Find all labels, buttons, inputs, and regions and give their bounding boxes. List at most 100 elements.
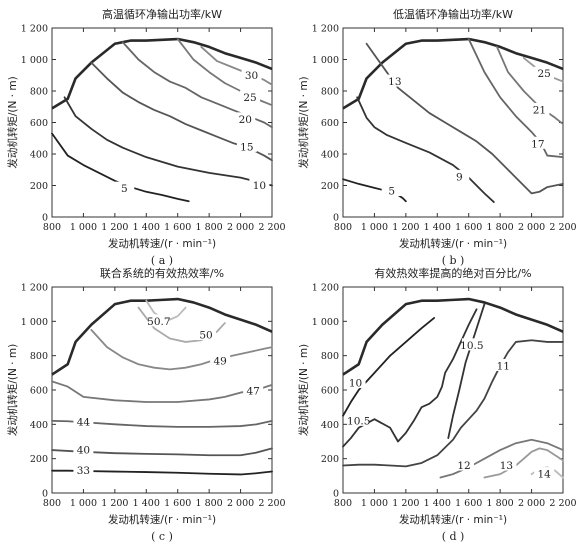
contour-label: 20 [239,114,252,126]
contour-line-21 [496,46,564,125]
x-tick-label: 1 200 [392,222,419,233]
x-tick-label: 1 000 [70,498,97,509]
y-tick-label: 800 [30,351,48,362]
y-tick-label: 600 [30,118,48,129]
contour-label: 15 [240,141,253,153]
contour-label: 30 [245,70,258,82]
contour-label: 50 [199,330,212,342]
contour-line-13 [365,42,564,195]
max-torque-boundary [342,37,564,110]
contour-label-bg [384,74,405,87]
contour-label-bg [73,463,94,476]
panel-2: 800 1 000 1 200 1 400 1 600 1 800 2 000 2 200 0 2… [297,7,577,267]
contour-label-bg [236,139,257,152]
y-tick-label: 600 [321,386,339,397]
y-tick-label: 800 [321,87,339,98]
contour-label: 25 [537,68,550,80]
y-tick-label: 1 200 [21,283,48,294]
y-tick-label: 600 [321,118,339,129]
contour-label: 14 [537,469,551,481]
contour-label: 5 [121,183,128,195]
y-tick-label: 400 [30,420,48,431]
contour-label-bg [235,112,256,125]
x-tick-label: 1 200 [101,222,128,233]
y-axis-label: 发动机转矩/(N · m) [6,344,19,436]
contour-label: 33 [77,465,90,477]
contour-line-49 [90,329,273,371]
y-tick-label: 0 [333,489,339,500]
contour-label-bg [534,66,555,79]
contour-label: 13 [388,76,401,88]
contour-label-bg [461,338,482,351]
contour-label: 47 [246,385,259,397]
y-tick-label: 1 000 [312,317,339,328]
x-tick-label: 1 800 [487,498,514,509]
contour-label: 11 [497,360,510,372]
contour-line-9 [356,96,495,203]
y-tick-label: 200 [321,454,339,465]
x-tick-label: 2 000 [518,498,545,509]
contour-line-50 [137,306,226,343]
x-tick-label: 800 [43,222,61,233]
contour-label-bg [381,184,402,197]
contour-label-bg [114,181,135,194]
y-tick-label: 200 [30,181,48,192]
y-tick-label: 1 000 [21,55,48,66]
y-tick-label: 0 [42,213,48,224]
x-tick-label: 1 800 [196,222,223,233]
contour-line-10.5 [342,308,478,448]
x-tick-label: 1 000 [70,222,97,233]
y-tick-label: 1 000 [21,317,48,328]
contour-label: 25 [243,92,256,104]
contour-label-bg [449,169,470,182]
max-torque-boundary [51,297,273,376]
panel-caption: ( a ) [151,254,173,267]
contour-line-17 [467,38,564,159]
x-tick-label: 1 600 [164,222,191,233]
x-tick-label: 2 200 [258,222,285,233]
contour-label: 49 [213,355,226,367]
contour-label-bg [529,102,550,115]
x-tick-label: 1 200 [392,498,419,509]
panel-caption: ( d ) [442,530,465,543]
y-tick-label: 400 [321,420,339,431]
y-tick-label: 400 [321,150,339,161]
contour-label-bg [210,353,231,366]
x-tick-label: 1 600 [455,498,482,509]
x-tick-label: 2 200 [549,222,576,233]
x-axis-label: 发动机转速/(r · min⁻¹) [399,513,507,526]
x-tick-label: 800 [334,498,352,509]
chart-title: 低温循环净输出功率/kW [393,7,513,21]
x-tick-label: 1 400 [424,498,451,509]
x-tick-label: 2 200 [549,498,576,509]
x-tick-label: 800 [334,222,352,233]
panel-4: 800 1 000 1 200 1 400 1 600 1 800 2 000 2 200 0 2… [297,266,577,543]
y-tick-label: 1 200 [312,24,339,35]
contour-label-bg [454,458,474,471]
y-axis-label: 发动机转矩/(N · m) [297,76,310,168]
contour-label-bg [534,467,555,480]
y-axis-label: 发动机转矩/(N · m) [297,344,310,436]
y-axis-label: 发动机转矩/(N · m) [6,76,19,168]
x-tick-label: 1 400 [133,222,160,233]
contour-label-bg [348,413,369,426]
contour-line-30 [200,46,273,86]
y-tick-label: 800 [30,87,48,98]
y-tick-label: 400 [30,150,48,161]
contour-line-12 [439,438,564,479]
x-tick-label: 2 000 [518,222,545,233]
contour-line-10 [63,96,273,187]
contour-label: 40 [77,445,90,457]
contour-line-10.5 [447,303,486,439]
y-tick-label: 600 [30,386,48,397]
contour-label: 13 [500,460,513,472]
contour-label-bg [148,314,169,327]
contour-line-10 [342,316,436,417]
x-axis-label: 发动机转速/(r · min⁻¹) [108,513,216,526]
x-tick-label: 2 200 [258,498,285,509]
contour-label: 44 [77,416,91,428]
panel-3: 800 1 000 1 200 1 400 1 600 1 800 2 000 2 200 0 2… [6,266,286,543]
x-tick-label: 1 800 [487,222,514,233]
contour-label: 12 [457,460,470,472]
